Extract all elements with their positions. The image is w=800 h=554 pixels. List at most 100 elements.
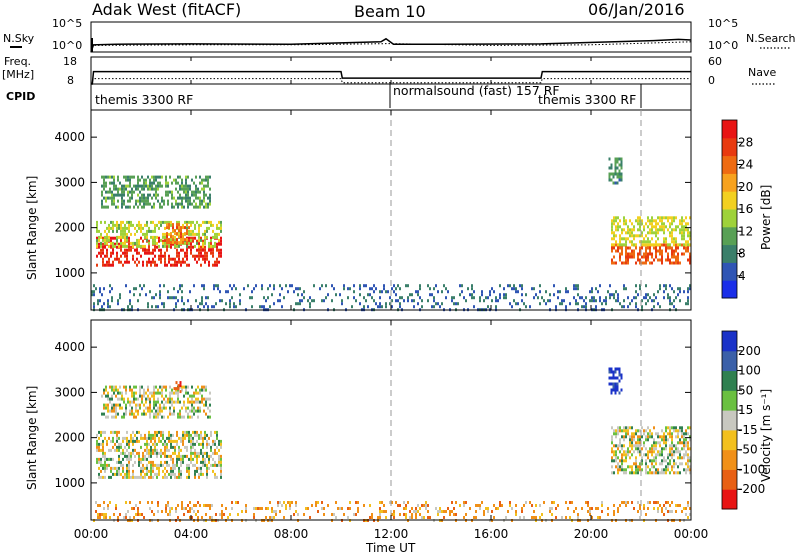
velocity-cell xyxy=(154,472,156,476)
velocity-cell xyxy=(569,501,571,504)
power-cell xyxy=(108,235,110,239)
sky-tick-top: 10^5 xyxy=(52,17,82,30)
power-cell xyxy=(679,243,681,247)
velocity-cell xyxy=(185,409,187,413)
power-cell xyxy=(665,240,667,244)
velocity-cell xyxy=(623,429,625,433)
power-cell xyxy=(129,302,131,306)
power-cell xyxy=(229,284,231,288)
velocity-cell xyxy=(669,435,671,439)
power-cell xyxy=(647,240,649,244)
power-cell xyxy=(495,296,497,300)
power-cell xyxy=(521,284,523,288)
velocity-cell xyxy=(633,471,635,475)
velocity-cell xyxy=(140,466,142,470)
power-cell xyxy=(613,234,615,238)
power-cell xyxy=(213,287,215,291)
power-cell xyxy=(649,261,651,265)
power-cell xyxy=(184,254,186,258)
power-cell xyxy=(197,205,199,209)
power-cell xyxy=(174,257,176,261)
velocity-cell xyxy=(369,504,371,507)
power-cell xyxy=(495,305,497,309)
velocity-cell xyxy=(142,454,144,458)
velocity-cell xyxy=(220,475,222,479)
velocity-cell xyxy=(117,388,119,392)
power-cell xyxy=(215,302,217,306)
velocity-cell xyxy=(117,412,119,416)
power-cell xyxy=(687,243,689,247)
power-cell xyxy=(209,199,211,203)
velocity-cell xyxy=(465,513,467,516)
velocity-cell xyxy=(639,447,641,451)
power-cell xyxy=(229,302,231,306)
velocity-colorbar-swatch xyxy=(722,370,737,391)
velocity-cell xyxy=(174,439,176,443)
power-cell xyxy=(105,190,107,194)
velocity-cell xyxy=(135,415,137,419)
velocity-cell xyxy=(157,391,159,395)
power-cell xyxy=(148,239,150,243)
velocity-cell xyxy=(571,501,573,504)
velocity-cell xyxy=(639,438,641,442)
power-cell xyxy=(112,248,114,252)
power-cell xyxy=(128,226,130,230)
velocity-cell xyxy=(144,472,146,476)
velocity-cell xyxy=(137,409,139,413)
velocity-cell xyxy=(192,463,194,467)
power-cell xyxy=(427,284,429,288)
velocity-cell xyxy=(179,381,182,385)
velocity-cell xyxy=(166,454,168,458)
velocity-colorbar-tick-label: 50 xyxy=(738,383,753,397)
velocity-cell xyxy=(167,397,169,401)
velocity-cell xyxy=(132,451,134,455)
velocity-cell xyxy=(671,453,673,457)
velocity-cell xyxy=(649,471,651,475)
velocity-cell xyxy=(389,501,391,504)
velocity-cell xyxy=(687,447,689,451)
power-cell xyxy=(196,239,198,243)
velocity-cell xyxy=(681,426,683,430)
power-cell xyxy=(657,249,659,253)
power-cell xyxy=(177,205,179,209)
velocity-cell xyxy=(164,448,166,452)
velocity-cell xyxy=(207,406,209,410)
velocity-cell xyxy=(651,435,653,439)
velocity-cell xyxy=(102,466,104,470)
velocity-cell xyxy=(257,507,259,510)
sky-panel: N.Sky 10^5 10^0 10^5 10^0 N.Search xyxy=(3,17,796,53)
velocity-cell xyxy=(379,507,381,510)
velocity-cell xyxy=(117,516,119,519)
power-cell xyxy=(136,238,138,242)
power-cell xyxy=(190,220,192,224)
velocity-cell xyxy=(645,435,647,439)
power-cell xyxy=(126,260,128,264)
power-cell xyxy=(109,187,111,191)
power-cell xyxy=(190,238,192,242)
velocity-cell xyxy=(463,501,465,504)
power-cell xyxy=(189,184,191,188)
power-cell xyxy=(147,302,149,306)
power-cell xyxy=(104,229,106,233)
velocity-cell xyxy=(113,385,115,389)
power-cell xyxy=(205,302,207,306)
power-cell xyxy=(641,234,643,238)
power-cell xyxy=(164,263,166,267)
power-cell xyxy=(615,234,617,238)
power-cell xyxy=(657,258,659,262)
velocity-cell xyxy=(659,462,661,466)
power-cell xyxy=(689,287,691,291)
velocity-cell xyxy=(144,457,146,461)
velocity-cell xyxy=(685,432,687,436)
power-cell xyxy=(629,302,631,306)
velocity-cell xyxy=(665,441,667,445)
velocity-cell xyxy=(653,471,655,475)
velocity-cell xyxy=(96,460,98,464)
velocity-cell xyxy=(153,406,155,410)
power-cell xyxy=(613,293,615,297)
velocity-cell xyxy=(109,400,111,404)
power-cell xyxy=(157,193,159,197)
power-cell xyxy=(105,196,107,200)
power-cell xyxy=(199,302,201,306)
velocity-cell xyxy=(163,406,165,410)
